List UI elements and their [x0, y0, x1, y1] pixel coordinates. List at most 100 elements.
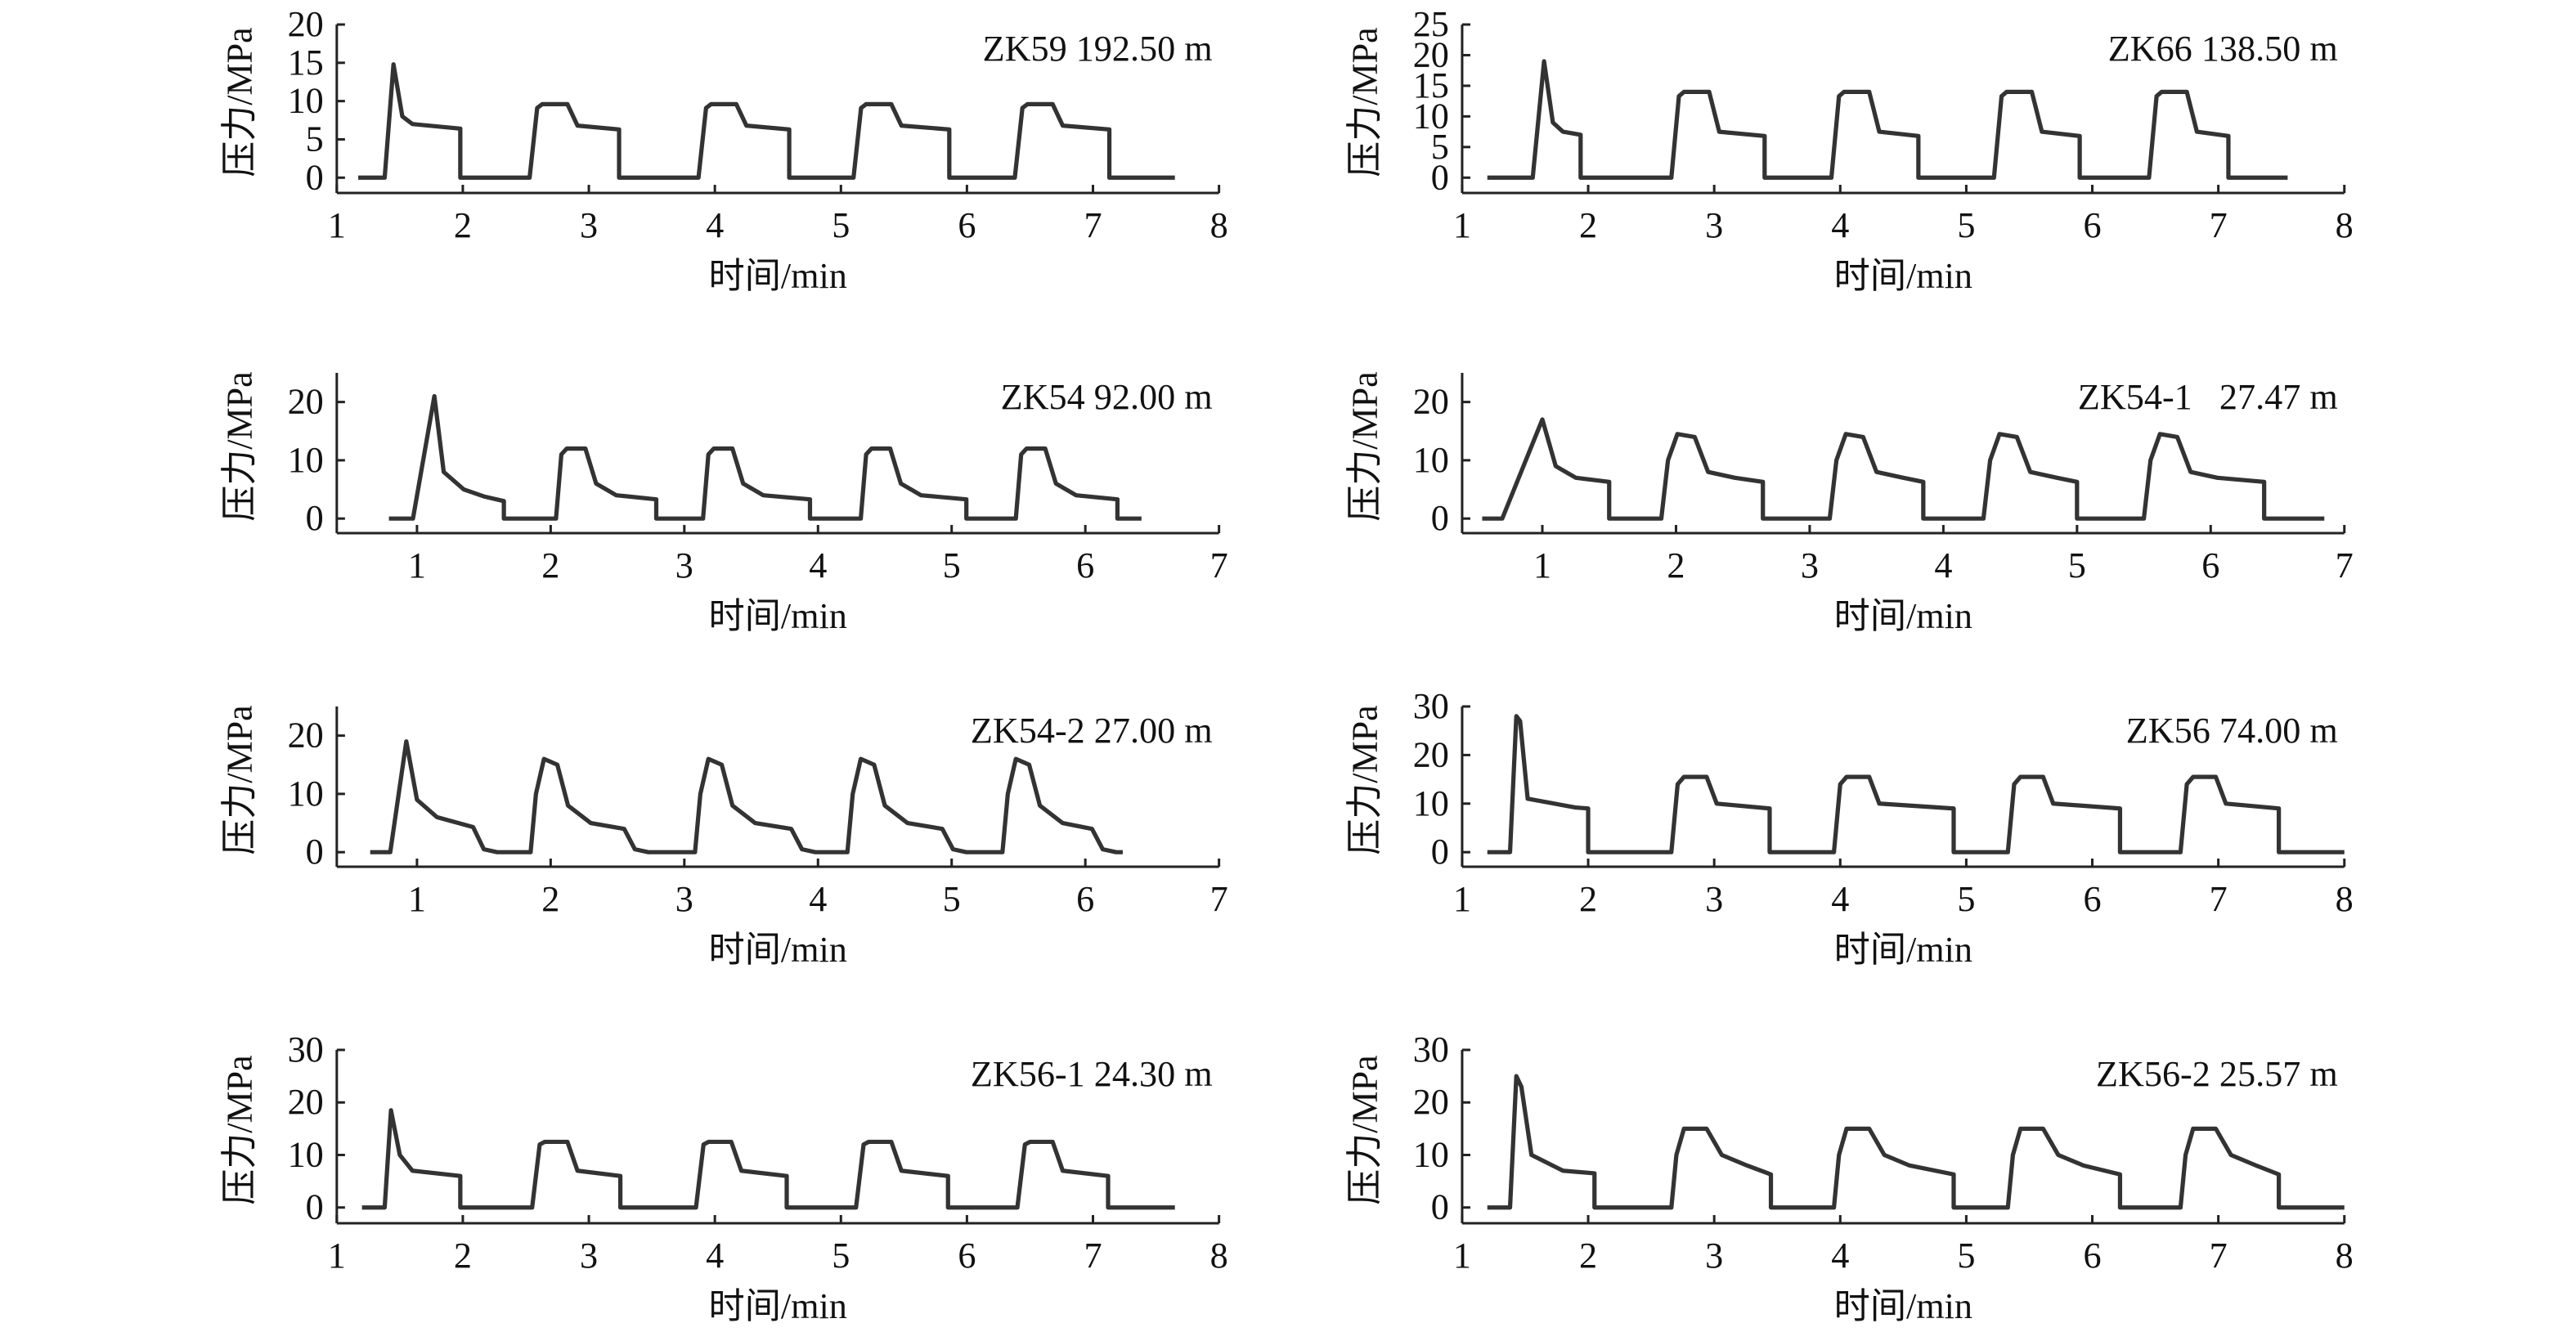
panel-title: ZK56-2 25.57 m — [2096, 1054, 2338, 1094]
x-tick-label: 7 — [1210, 545, 1228, 585]
y-axis-label: 压力/MPa — [1344, 27, 1384, 177]
x-tick-label: 2 — [1667, 545, 1685, 585]
x-tick-label: 8 — [1210, 205, 1228, 245]
x-tick-label: 2 — [1579, 205, 1597, 245]
x-tick-label: 6 — [2083, 879, 2101, 919]
x-tick-label: 3 — [1705, 879, 1723, 919]
y-tick-label: 20 — [288, 1082, 324, 1122]
x-tick-label: 5 — [1957, 1236, 1975, 1276]
y-axis-label: 压力/MPa — [219, 27, 259, 177]
x-tick-label: 1 — [1453, 879, 1471, 919]
y-tick-label: 0 — [306, 832, 324, 872]
x-axis-label: 时间/min — [709, 930, 847, 970]
data-line — [1487, 1074, 2345, 1210]
x-tick-label: 1 — [1453, 205, 1471, 245]
x-tick-label: 7 — [1084, 205, 1102, 245]
y-tick-label: 0 — [306, 1187, 324, 1227]
y-tick-label: 10 — [288, 81, 324, 121]
x-tick-label: 3 — [1801, 545, 1819, 585]
subplot: 0 10 20 1 2 3 4 5 6 7 ZK54 92.00 m 时间/min 压力/MPa — [219, 371, 1227, 636]
x-axis-label: 时间/min — [709, 256, 847, 296]
y-axis-label: 压力/MPa — [1344, 705, 1384, 854]
x-tick-label: 4 — [1934, 545, 1952, 585]
x-tick-label: 2 — [1579, 1236, 1597, 1276]
x-tick-label: 1 — [408, 879, 426, 919]
x-tick-label: 2 — [454, 205, 472, 245]
y-tick-label: 0 — [306, 157, 324, 197]
y-tick-label: 10 — [1413, 783, 1449, 823]
y-tick-label: 0 — [1431, 157, 1449, 197]
panel-title: ZK56-1 24.30 m — [971, 1054, 1213, 1094]
x-axis-label: 时间/min — [1834, 256, 1972, 296]
x-tick-label: 5 — [1957, 879, 1975, 919]
y-axis-label: 压力/MPa — [219, 371, 259, 521]
x-tick-label: 8 — [2336, 205, 2354, 245]
x-axis-label: 时间/min — [1834, 1286, 1972, 1326]
x-tick-label: 3 — [580, 205, 598, 245]
x-axis-label: 时间/min — [709, 596, 847, 636]
subplot: 0 10 20 1 2 3 4 5 6 7 ZK54-1 27.47 m 时间/min 压力/MPa — [1344, 371, 2353, 636]
y-tick-label: 10 — [288, 774, 324, 814]
x-tick-label: 4 — [1831, 205, 1849, 245]
panel-title: ZK56 74.00 m — [2126, 711, 2338, 751]
subplot: 0 10 20 30 1 2 3 4 5 6 7 8 ZK56-1 24.30 m 时间/min 压力/MP… — [219, 1029, 1227, 1326]
x-tick-label: 6 — [2083, 205, 2101, 245]
y-tick-label: 10 — [288, 440, 324, 480]
x-tick-label: 6 — [2201, 545, 2219, 585]
x-tick-label: 4 — [706, 1236, 724, 1276]
subplot: 0 10 20 1 2 3 4 5 6 7 ZK54-2 27.00 m 时间/min 压力/MPa — [219, 705, 1227, 970]
x-tick-label: 3 — [675, 879, 693, 919]
x-tick-label: 1 — [1453, 1236, 1471, 1276]
y-tick-label: 20 — [1413, 1082, 1449, 1122]
x-tick-label: 4 — [1831, 1236, 1849, 1276]
x-tick-label: 7 — [2210, 879, 2228, 919]
y-tick-label: 20 — [288, 4, 324, 44]
y-tick-label: 20 — [288, 715, 324, 756]
y-tick-label: 0 — [1431, 832, 1449, 872]
x-tick-label: 2 — [541, 545, 559, 585]
panel-title: ZK66 138.50 m — [2108, 29, 2338, 69]
x-tick-label: 1 — [408, 545, 426, 585]
x-tick-label: 8 — [2336, 1236, 2354, 1276]
x-tick-label: 5 — [2068, 545, 2086, 585]
y-tick-label: 5 — [306, 119, 324, 159]
x-tick-label: 2 — [541, 879, 559, 919]
panel-title: ZK59 192.50 m — [983, 29, 1213, 69]
y-tick-label: 0 — [1431, 1187, 1449, 1227]
x-tick-label: 6 — [958, 1236, 976, 1276]
x-tick-label: 1 — [328, 1236, 346, 1276]
y-axis-label: 压力/MPa — [219, 705, 259, 854]
x-tick-label: 5 — [832, 205, 850, 245]
y-tick-label: 20 — [1413, 734, 1449, 774]
x-tick-label: 3 — [675, 545, 693, 585]
y-tick-label: 30 — [288, 1029, 324, 1070]
y-tick-label: 0 — [306, 498, 324, 538]
x-tick-label: 1 — [1533, 545, 1551, 585]
y-tick-label: 30 — [1413, 1029, 1449, 1070]
subplot: 0 10 20 30 1 2 3 4 5 6 7 8 ZK56-2 25.57 m 时间/min 压力/MP… — [1344, 1029, 2353, 1326]
y-axis-label: 压力/MPa — [1344, 371, 1384, 521]
y-tick-label: 0 — [1431, 498, 1449, 538]
x-axis-label: 时间/min — [709, 1286, 847, 1326]
y-tick-label: 10 — [1413, 1135, 1449, 1175]
y-tick-label: 20 — [288, 382, 324, 422]
y-tick-label: 15 — [288, 43, 324, 83]
data-line — [1482, 417, 2325, 521]
y-tick-label: 15 — [1413, 65, 1449, 105]
x-tick-label: 7 — [1210, 879, 1228, 919]
x-tick-label: 6 — [1076, 545, 1094, 585]
x-tick-label: 6 — [2083, 1236, 2101, 1276]
panel-title: ZK54-1 27.47 m — [2078, 377, 2338, 417]
x-tick-label: 7 — [2210, 205, 2228, 245]
panel-title: ZK54-2 27.00 m — [971, 711, 1213, 751]
x-axis-label: 时间/min — [1834, 596, 1972, 636]
y-axis-label: 压力/MPa — [219, 1055, 259, 1204]
x-tick-label: 5 — [943, 879, 961, 919]
data-line — [1487, 59, 2288, 180]
y-tick-label: 30 — [1413, 686, 1449, 726]
x-tick-label: 4 — [1831, 879, 1849, 919]
